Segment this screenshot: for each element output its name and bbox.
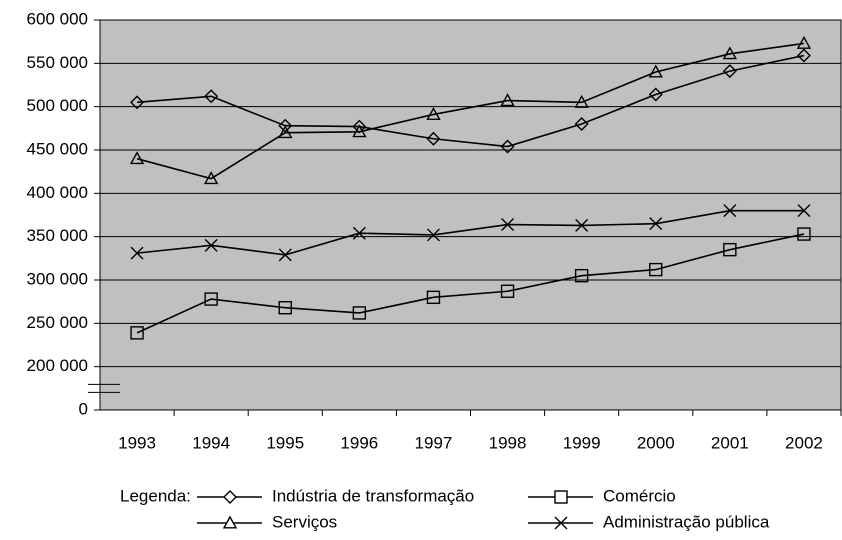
marker <box>130 326 144 340</box>
marker <box>575 218 589 232</box>
y-tick-label: 550 000 <box>27 53 88 72</box>
marker <box>426 228 440 242</box>
marker <box>648 64 663 78</box>
y-tick-label: 600 000 <box>27 9 88 28</box>
marker <box>649 262 663 277</box>
marker <box>574 117 589 131</box>
marker <box>722 46 738 60</box>
x-tick-label: 1993 <box>118 433 156 452</box>
series-line <box>136 42 805 180</box>
legend-label: Administração pública <box>603 512 770 531</box>
marker <box>203 171 219 185</box>
marker <box>723 242 737 257</box>
marker <box>554 490 568 504</box>
marker <box>797 227 811 241</box>
marker <box>278 248 292 262</box>
marker <box>204 238 218 252</box>
marker <box>426 131 441 146</box>
x-tick-label: 1998 <box>489 433 527 452</box>
series-line <box>136 209 804 256</box>
marker <box>574 268 589 283</box>
x-tick-label: 1995 <box>266 433 304 452</box>
legend-label: Serviços <box>272 512 337 531</box>
marker <box>223 490 237 504</box>
x-tick-label: 2000 <box>637 433 675 452</box>
plot-area <box>99 19 842 411</box>
marker <box>278 301 292 315</box>
marker <box>204 89 219 104</box>
marker <box>796 35 812 49</box>
legend-title: Legenda: <box>120 486 191 505</box>
marker <box>130 246 144 260</box>
series-line <box>136 54 805 148</box>
marker <box>723 204 737 218</box>
x-tick-label: 2002 <box>785 433 823 452</box>
marker <box>426 107 441 120</box>
x-tick-label: 1999 <box>563 433 601 452</box>
marker <box>796 48 811 63</box>
marker <box>501 218 515 232</box>
x-tick-label: 2001 <box>711 433 749 452</box>
series-line <box>136 233 805 334</box>
marker <box>574 94 589 108</box>
y-tick-label: 250 000 <box>27 313 88 332</box>
x-tick-label: 1997 <box>415 433 453 452</box>
y-tick-label: 450 000 <box>27 139 88 158</box>
y-tick-label: 300 000 <box>27 269 88 288</box>
marker <box>204 292 218 306</box>
y-tick-label: 0 <box>79 399 88 418</box>
marker <box>278 118 293 133</box>
marker <box>722 64 737 79</box>
marker <box>352 306 367 320</box>
marker <box>426 290 441 305</box>
legend-label: Comércio <box>603 486 676 505</box>
legend-label: Indústria de transformação <box>272 486 474 505</box>
x-tick-label: 1996 <box>340 433 378 452</box>
marker <box>648 87 663 102</box>
y-tick-label: 500 000 <box>27 96 88 115</box>
marker <box>500 93 515 107</box>
marker <box>129 151 145 165</box>
marker <box>649 217 663 231</box>
marker <box>554 516 568 530</box>
marker <box>130 95 145 110</box>
marker <box>278 125 293 139</box>
y-tick-label: 200 000 <box>27 356 88 375</box>
marker <box>352 124 367 138</box>
marker <box>222 515 238 529</box>
marker <box>500 139 515 154</box>
marker <box>797 204 811 218</box>
marker <box>500 284 515 298</box>
marker <box>352 226 366 240</box>
y-tick-label: 400 000 <box>27 183 88 202</box>
y-tick-label: 350 000 <box>27 226 88 245</box>
x-tick-label: 1994 <box>192 433 230 452</box>
